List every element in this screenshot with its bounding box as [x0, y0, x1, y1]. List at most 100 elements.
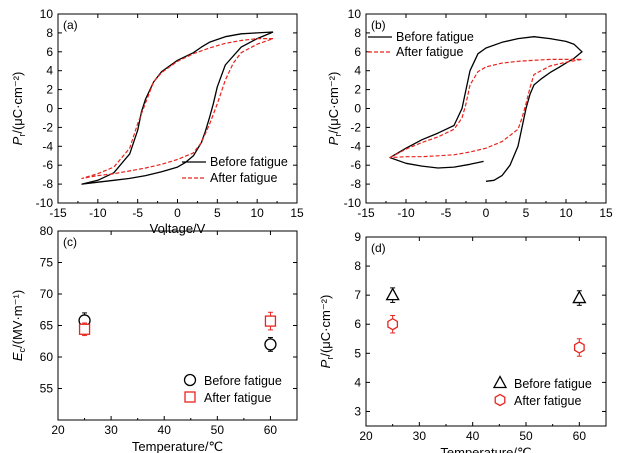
panel-b-ytick-label: 8: [354, 26, 361, 40]
panel-b-ytick-label: 0: [354, 102, 361, 116]
panel-a-ytick-label: 4: [46, 64, 53, 78]
panel-b-ytick-label: 10: [348, 7, 362, 21]
panel-a-xlabel: Voltage/V: [150, 221, 206, 236]
panel-b-label: (b): [371, 18, 386, 32]
panel-d-point-before: [572, 290, 587, 304]
panel-b-legend-after: After fatigue: [396, 45, 463, 59]
panel-c-legend-marker-before: [183, 373, 197, 387]
panel-c-ylabel: Ec/(MV·m⁻¹): [10, 290, 27, 361]
panel-d: 20 30 40 50 60 3 4 5 6 7 8 9 (d) Temperature/℃ Pr/(μC·…: [318, 230, 607, 453]
panel-d-xtick-label: 20: [359, 429, 373, 443]
panel-a-xtick-label: 5: [214, 206, 221, 220]
panel-c-ytick-label: 70: [40, 287, 54, 301]
panel-a-ytick-label: -10: [36, 196, 54, 210]
panel-a-ytick-label: 10: [40, 7, 54, 21]
panel-a-ytick-label: -4: [42, 139, 53, 153]
panel-d-legend-marker-before: [492, 375, 508, 389]
panel-a-series-after: [81, 37, 274, 179]
panel-d-legend-before: Before fatigue: [514, 377, 592, 391]
panel-d-ytick-label: 8: [354, 259, 361, 273]
panel-d-xtick-label: 60: [573, 429, 587, 443]
panel-d-ylabel: Pr/(μC·cm⁻²): [318, 295, 335, 369]
panel-d-xtick-label: 40: [466, 429, 480, 443]
panel-b-ytick-label: -10: [344, 196, 362, 210]
panel-a-legend-before: Before fatigue: [210, 155, 288, 169]
panel-d-xtick-label: 50: [519, 429, 533, 443]
panel-a-ytick-label: 6: [46, 45, 53, 59]
panel-b-ytick-label: -6: [350, 158, 361, 172]
panel-c-point-after: [78, 323, 91, 335]
panel-b-ytick-label: 6: [354, 45, 361, 59]
panel-b-ytick-label: 2: [354, 83, 361, 97]
panel-a-ylabel: Pr/(μC·cm⁻²): [10, 72, 27, 146]
panel-a-ytick-label: 0: [46, 102, 53, 116]
panel-b-xtick-label: -10: [397, 206, 415, 220]
panel-d-xtick-label: 30: [413, 429, 427, 443]
panel-c-ylabel-text: Ec/(MV·m⁻¹): [10, 290, 27, 361]
panel-b-xtick-label: 5: [523, 206, 530, 220]
panel-c-xtick-label: 20: [51, 423, 65, 437]
panel-d-frame: [365, 236, 607, 427]
panel-b-xtick-label: -5: [441, 206, 452, 220]
panel-c-legend-after: After fatigue: [204, 391, 271, 405]
panel-d-ytick-label: 6: [354, 317, 361, 331]
panel-a-xtick-label: -15: [49, 206, 67, 220]
panel-b-ytick-label: -4: [350, 139, 361, 153]
panel-d-xlabel: Temperature/℃: [440, 445, 531, 453]
panel-d-ytick-label: 5: [354, 346, 361, 360]
panel-b-ytick-label: -2: [350, 120, 361, 134]
panel-c-xtick-label: 30: [104, 423, 118, 437]
panel-c-xlabel: Temperature/℃: [132, 439, 223, 453]
panel-b-ylabel-text: Pr/(μC·cm⁻²): [326, 72, 343, 146]
panel-d-point-before: [385, 287, 400, 301]
panel-c-legend-before: Before fatigue: [204, 374, 282, 388]
panel-a-xtick-label: -5: [132, 206, 143, 220]
panel-d-ytick-label: 4: [354, 375, 361, 389]
panel-c-ytick-label: 80: [40, 224, 54, 238]
panel-a-ytick-label: -6: [42, 158, 53, 172]
panel-c-xtick-label: 50: [211, 423, 225, 437]
panel-a-ytick-label: -2: [42, 120, 53, 134]
panel-d-ytick-label: 9: [354, 230, 361, 244]
panel-b-ytick-label: -8: [350, 177, 361, 191]
panel-c-xtick-label: 40: [158, 423, 172, 437]
panel-b-xtick-label: 10: [559, 206, 573, 220]
panel-b-ytick-label: 4: [354, 64, 361, 78]
panel-a-ytick-label: 2: [46, 83, 53, 97]
panel-b-xtick-label: 15: [599, 206, 613, 220]
panel-c-legend-marker-after: [184, 391, 196, 403]
panel-a-xtick-label: 0: [174, 206, 181, 220]
panel-d-ylabel-text: Pr/(μC·cm⁻²): [318, 295, 335, 369]
panel-a-xtick-label: 15: [290, 206, 304, 220]
panel-a-ylabel-text: Pr/(μC·cm⁻²): [10, 72, 27, 146]
panel-d-point-after: [573, 341, 585, 354]
panel-c-ytick-label: 55: [40, 382, 54, 396]
panel-c-label: (c): [63, 235, 77, 249]
panel-d-ytick-label: 7: [354, 288, 361, 302]
panel-c-ytick-label: 65: [40, 319, 54, 333]
panel-a-ytick-label: -8: [42, 177, 53, 191]
panel-c-point-after: [264, 315, 277, 327]
panel-c-xtick-label: 60: [264, 423, 278, 437]
panel-a-legend-after: After fatigue: [210, 171, 277, 185]
panel-a-xtick-label: 10: [250, 206, 264, 220]
panel-a-xtick-label: -10: [89, 206, 107, 220]
panel-b-xtick-label: 0: [483, 206, 490, 220]
panel-a-label: (a): [63, 18, 78, 32]
panel-d-legend-after: After fatigue: [514, 394, 581, 408]
panel-d-point-after: [387, 317, 399, 331]
panel-c-ytick-label: 75: [40, 256, 54, 270]
panel-b-series-after: [389, 58, 583, 159]
panel-b-xtick-label: -15: [357, 206, 375, 220]
panel-b-legend-before: Before fatigue: [396, 30, 474, 44]
panel-a: -15 -10 -5 0 5 10 15-10-8-6-4-20246810(a)Volta…: [10, 7, 304, 236]
panel-c: 20 30 40 50 60 55 60 65 70 75 80 (c) Temperature/℃ Ec…: [10, 224, 298, 453]
panel-b-ylabel: Pr/(μC·cm⁻²): [326, 72, 343, 146]
panel-d-legend-marker-after: [494, 393, 506, 407]
panel-d-ytick-label: 3: [354, 404, 361, 418]
panel-d-label: (d): [371, 241, 386, 255]
panel-c-point-before: [264, 338, 277, 351]
panel-a-ytick-label: 8: [46, 26, 53, 40]
panel-c-ytick-label: 60: [40, 350, 54, 364]
